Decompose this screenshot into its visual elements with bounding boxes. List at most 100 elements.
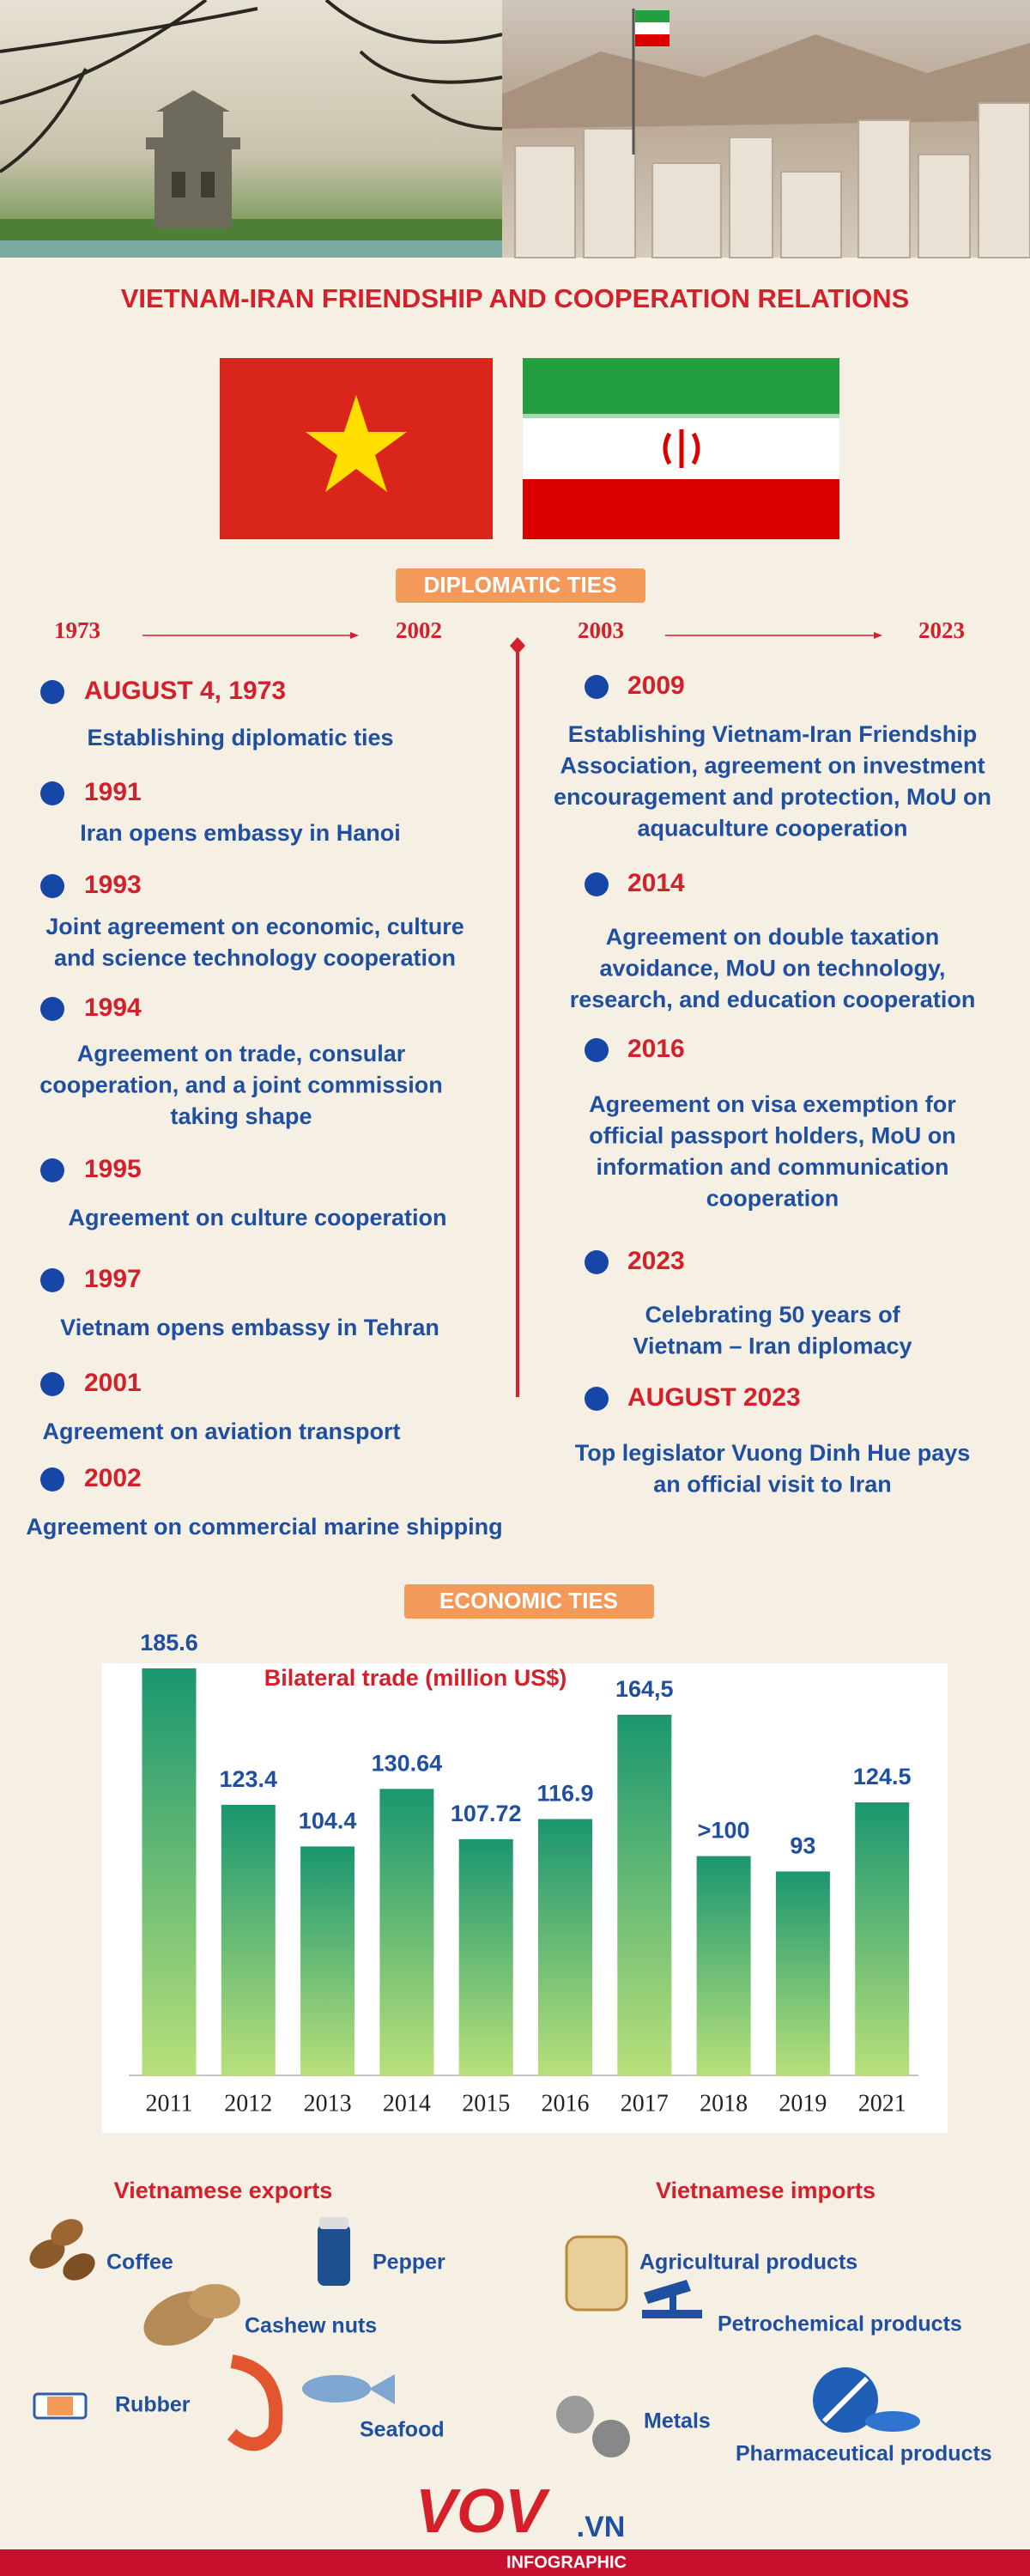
- bar-value-label: 130.64: [372, 1750, 443, 1776]
- bar-chart: 185.6 2011 123.4 2012 104.4 2013 130.64 2014 107…: [129, 1630, 918, 2117]
- x-tick-label: 2014: [383, 2090, 431, 2117]
- event-bullet: [40, 680, 64, 704]
- bar-value-label: 164,5: [615, 1676, 674, 1702]
- imports-heading: Vietnamese imports: [656, 2178, 876, 2203]
- icons: [29, 2217, 920, 2458]
- bar: [855, 1802, 910, 2075]
- range-start: 2003: [578, 617, 624, 643]
- event-description: Iran opens embassy in Hanoi: [80, 820, 401, 846]
- section-heading: ECONOMIC TIES: [439, 1588, 618, 1613]
- section-pill: [396, 568, 645, 603]
- bar: [696, 1856, 751, 2075]
- goods-labels: Coffee Pepper Cashew nuts Rubber Seafood Agri…: [106, 2251, 992, 2466]
- event-description: Agreement on commercial marine shipping: [26, 1514, 502, 1540]
- bar: [142, 1668, 197, 2075]
- event-date: AUGUST 4, 1973: [84, 677, 286, 705]
- event-description: Establishing Vietnam-Iran Friendship: [568, 721, 978, 747]
- import-item: Petrochemical products: [718, 2312, 962, 2336]
- x-tick-label: 2019: [779, 2090, 827, 2117]
- event-description: research, and education cooperation: [570, 987, 976, 1012]
- export-item: Cashew nuts: [245, 2314, 377, 2338]
- export-item: Pepper: [373, 2251, 445, 2275]
- bar-value-label: >100: [698, 1818, 750, 1844]
- export-item: Seafood: [360, 2418, 445, 2442]
- page-title: VIETNAM-IRAN FRIENDSHIP AND COOPERATION …: [121, 283, 910, 313]
- import-item: Metals: [644, 2409, 711, 2433]
- bar-value-label: 107.72: [451, 1801, 522, 1826]
- event-date: 1994: [84, 993, 142, 1022]
- event-description: Agreement on double taxation: [606, 924, 940, 950]
- bar-value-label: 124.5: [853, 1764, 912, 1789]
- x-tick-label: 2013: [304, 2090, 352, 2117]
- x-tick-label: 2018: [700, 2090, 748, 2117]
- footer-band: [0, 2549, 1030, 2576]
- arrow-head: [350, 632, 359, 639]
- x-tick-label: 2012: [224, 2090, 272, 2117]
- bar-value-label: 93: [790, 1833, 815, 1859]
- exports-heading: Vietnamese exports: [114, 2178, 333, 2203]
- footer-label: INFOGRAPHIC: [506, 2553, 627, 2572]
- event-description: an official visit to Iran: [653, 1472, 892, 1498]
- event-description: cooperation, and a joint commission: [39, 1072, 443, 1098]
- event-bullet: [40, 1158, 64, 1182]
- bar: [379, 1789, 434, 2075]
- event-date: 2001: [84, 1369, 142, 1397]
- arrow-head: [874, 632, 882, 639]
- event-date: 1995: [84, 1155, 142, 1183]
- event-date: 1993: [84, 871, 142, 899]
- event-date: 2009: [627, 671, 685, 700]
- bar: [300, 1846, 355, 2075]
- event-description: Vietnam opens embassy in Tehran: [60, 1315, 439, 1340]
- bar: [538, 1819, 592, 2075]
- event-bullet: [40, 1467, 64, 1492]
- event-bullet: [585, 675, 609, 699]
- bar-value-label: 104.4: [299, 1808, 357, 1834]
- header-photos: [0, 0, 1030, 258]
- x-tick-label: 2021: [858, 2090, 906, 2117]
- event-description: Top legislator Vuong Dinh Hue pays: [575, 1440, 971, 1466]
- bar: [775, 1871, 830, 2075]
- bar-value-label: 123.4: [220, 1766, 278, 1792]
- event-description: cooperation: [706, 1186, 839, 1212]
- event-description: and science technology cooperation: [54, 945, 456, 971]
- event-description: Agreement on culture cooperation: [68, 1205, 446, 1230]
- event-description: taking shape: [170, 1103, 312, 1129]
- event-bullet: [40, 997, 64, 1021]
- bar: [458, 1838, 513, 2075]
- event-bullet: [40, 874, 64, 898]
- bar: [221, 1804, 276, 2075]
- event-description: avoidance, MoU on technology,: [599, 956, 945, 981]
- event-date: 1997: [84, 1265, 142, 1293]
- event-description: Establishing diplomatic ties: [87, 725, 393, 750]
- event-description: aquaculture cooperation: [637, 816, 907, 841]
- x-tick-label: 2017: [621, 2090, 669, 2117]
- bar-value-label: 185.6: [140, 1630, 198, 1656]
- range-start: 1973: [54, 617, 100, 643]
- event-bullet: [40, 1372, 64, 1396]
- export-item: Coffee: [106, 2251, 173, 2275]
- chart-title: Bilateral trade (million US$): [264, 1665, 567, 1691]
- x-tick-label: 2015: [462, 2090, 510, 2117]
- event-bullet: [585, 1038, 609, 1062]
- event-description: encouragement and protection, MoU on: [554, 784, 991, 810]
- event-date: 2002: [84, 1464, 142, 1492]
- event-description: Vietnam – Iran diplomacy: [633, 1334, 912, 1359]
- iran-flag: [523, 358, 839, 539]
- event-description: Agreement on visa exemption for: [589, 1091, 956, 1117]
- footer-logo-suffix: .VN: [577, 2511, 626, 2543]
- event-date: 2016: [627, 1035, 685, 1063]
- event-bullet: [40, 1268, 64, 1292]
- event-date: AUGUST 2023: [627, 1383, 801, 1412]
- event-description: Joint agreement on economic, culture: [45, 914, 464, 939]
- event-description: Association, agreement on investment: [560, 753, 985, 779]
- range-end: 2002: [396, 617, 442, 643]
- bar-value-label: 116.9: [536, 1781, 593, 1807]
- import-item: Pharmaceutical products: [736, 2442, 992, 2466]
- section-heading: DIPLOMATIC TIES: [424, 572, 617, 598]
- event-description: Agreement on trade, consular: [77, 1041, 406, 1066]
- event-date: 1991: [84, 778, 142, 806]
- timeline-diamond: [510, 637, 525, 654]
- bar: [617, 1714, 672, 2075]
